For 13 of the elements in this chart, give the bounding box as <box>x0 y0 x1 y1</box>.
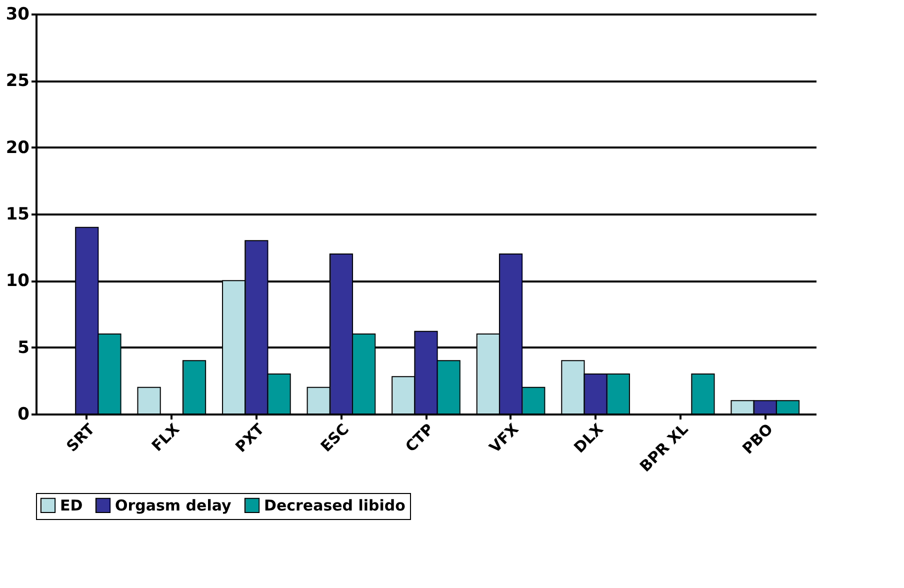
y-tick-label: 30 <box>6 4 30 24</box>
bar <box>182 360 206 414</box>
legend-label: Decreased libido <box>264 496 406 514</box>
y-tick-label: 0 <box>18 404 30 424</box>
y-tick-label: 25 <box>6 71 30 92</box>
y-tick-label: 15 <box>6 204 30 224</box>
y-tick-label: 20 <box>6 138 30 158</box>
y-tick-label: 5 <box>18 338 30 358</box>
legend-label: Orgasm delay <box>115 496 232 514</box>
bar <box>691 374 715 414</box>
bar <box>137 386 161 414</box>
y-tick-label: 10 <box>6 271 30 292</box>
legend-label: ED <box>60 496 83 514</box>
